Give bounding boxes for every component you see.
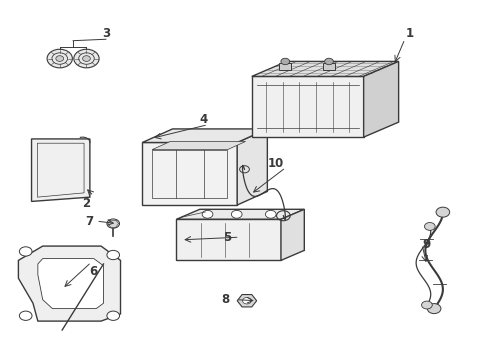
- Circle shape: [421, 301, 431, 309]
- Circle shape: [107, 250, 119, 260]
- Circle shape: [324, 58, 333, 65]
- Circle shape: [47, 49, 72, 68]
- Text: 10: 10: [267, 157, 284, 170]
- Circle shape: [202, 210, 212, 218]
- Polygon shape: [237, 294, 256, 307]
- Text: 3: 3: [102, 27, 110, 40]
- Polygon shape: [19, 246, 120, 321]
- Circle shape: [56, 56, 63, 62]
- Polygon shape: [142, 143, 237, 205]
- Circle shape: [265, 210, 276, 218]
- Circle shape: [82, 56, 90, 62]
- Circle shape: [107, 311, 119, 320]
- Polygon shape: [323, 63, 334, 71]
- Circle shape: [435, 207, 449, 217]
- Polygon shape: [142, 129, 267, 143]
- Polygon shape: [31, 139, 90, 202]
- Circle shape: [280, 58, 289, 65]
- Text: 6: 6: [89, 265, 98, 278]
- Text: 2: 2: [82, 197, 90, 210]
- Polygon shape: [152, 141, 245, 150]
- Polygon shape: [237, 129, 267, 205]
- Text: 5: 5: [223, 231, 231, 244]
- Circle shape: [427, 303, 440, 314]
- Polygon shape: [363, 62, 398, 137]
- Polygon shape: [176, 219, 281, 260]
- Polygon shape: [279, 63, 290, 71]
- Circle shape: [424, 222, 434, 230]
- Circle shape: [20, 311, 32, 320]
- Polygon shape: [38, 258, 103, 309]
- Polygon shape: [176, 209, 304, 219]
- Circle shape: [242, 297, 251, 304]
- Polygon shape: [281, 209, 304, 260]
- Text: 8: 8: [221, 293, 229, 306]
- Circle shape: [231, 210, 242, 218]
- Text: 4: 4: [199, 113, 207, 126]
- Text: 1: 1: [405, 27, 413, 40]
- Circle shape: [20, 247, 32, 256]
- Polygon shape: [251, 76, 363, 137]
- Circle shape: [107, 219, 119, 228]
- Text: 7: 7: [85, 215, 93, 228]
- Text: 9: 9: [422, 238, 430, 251]
- Circle shape: [74, 49, 99, 68]
- Polygon shape: [251, 62, 398, 76]
